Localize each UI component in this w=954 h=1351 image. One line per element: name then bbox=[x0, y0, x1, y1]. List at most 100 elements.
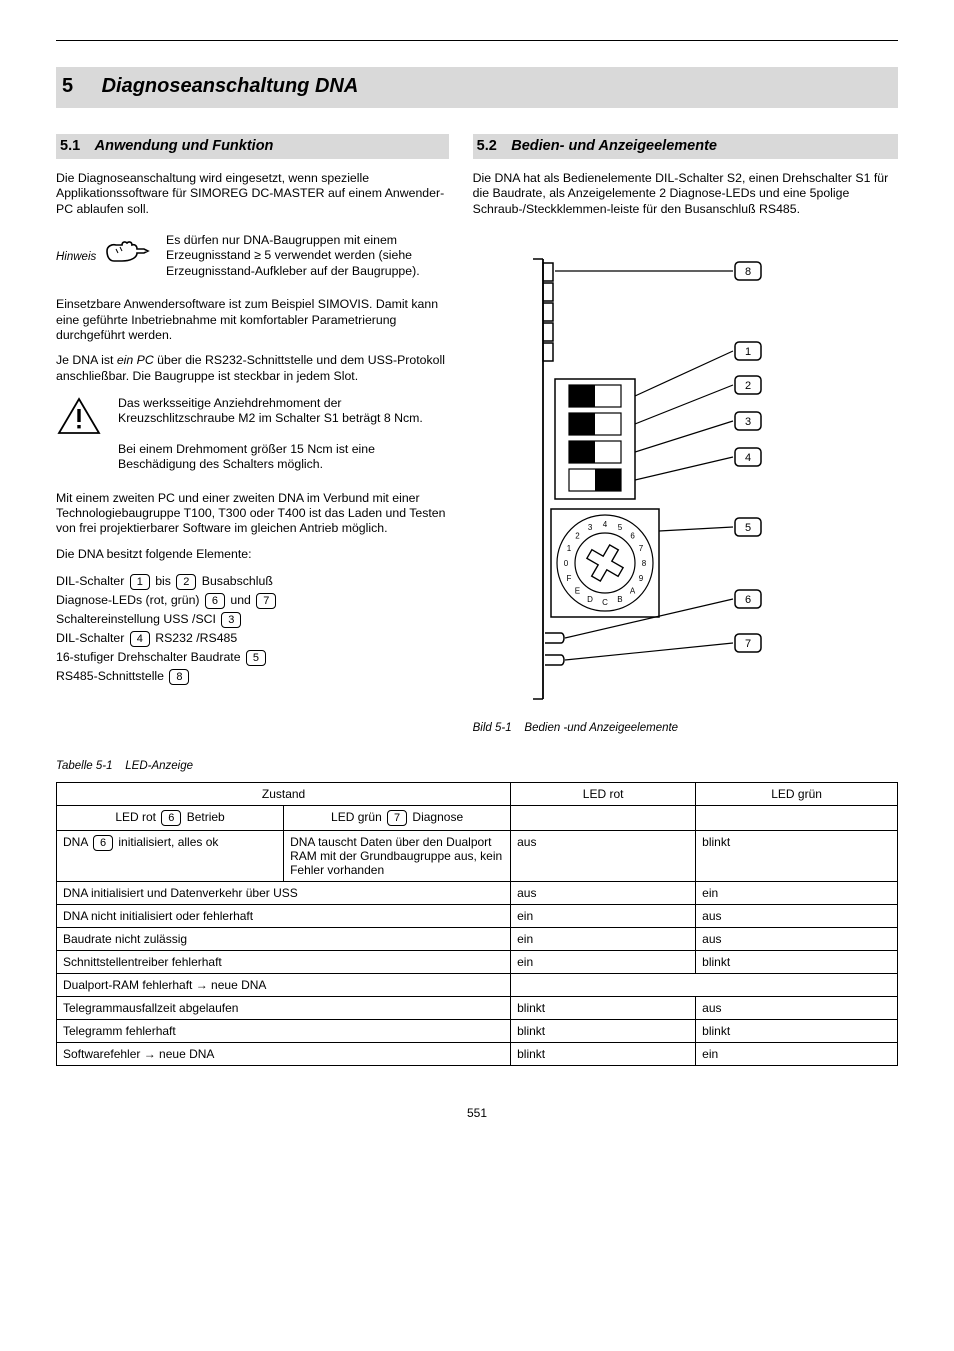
svg-text:8: 8 bbox=[745, 266, 751, 278]
paragraph-emph: ein PC bbox=[117, 353, 154, 367]
svg-text:3: 3 bbox=[587, 523, 592, 532]
table-header: LED grün bbox=[696, 783, 898, 806]
callout-box: 4 bbox=[130, 631, 150, 647]
table-cell: blinkt bbox=[696, 831, 898, 882]
table-cell: DNA 6 initialisiert, alles ok bbox=[57, 831, 284, 882]
features-intro: Die DNA besitzt folgende Elemente: bbox=[56, 547, 449, 562]
table-subheader-text: Betrieb bbox=[187, 810, 225, 824]
paragraph: Einsetzbare Anwendersoftware ist zum Bei… bbox=[56, 297, 449, 343]
table-cell: aus bbox=[696, 905, 898, 928]
feature-text: 16-stufiger Drehschalter Baudrate bbox=[56, 650, 244, 664]
table-cell: DNA initialisiert und Datenverkehr über … bbox=[57, 882, 511, 905]
paragraph: Je DNA ist ein PC über die RS232-Schnitt… bbox=[56, 353, 449, 384]
top-rule bbox=[56, 40, 898, 41]
left-column: 5.1 Anwendung und Funktion Die Diagnosea… bbox=[56, 134, 449, 734]
figure-cap-text: Bedien -und Anzeigeelemente bbox=[524, 722, 678, 734]
warning-body: Das werksseitige Anziehdrehmoment der Kr… bbox=[118, 396, 449, 473]
subsection-title: Bedien- und Anzeigeelemente bbox=[511, 138, 717, 154]
table-cap-label: Tabelle 5-1 bbox=[56, 760, 112, 772]
section-title: Diagnoseanschaltung DNA bbox=[102, 75, 359, 97]
table-header: Zustand bbox=[57, 783, 511, 806]
table-cell: ein bbox=[696, 1043, 898, 1066]
svg-text:3: 3 bbox=[745, 416, 751, 428]
table-row: Softwarefehler → neue DNAblinktein bbox=[57, 1043, 898, 1066]
table-row: DNA initialisiert und Datenverkehr über … bbox=[57, 882, 898, 905]
feature-text: DIL-Schalter bbox=[56, 574, 128, 588]
table-empty bbox=[696, 806, 898, 831]
table-cell: ein bbox=[696, 882, 898, 905]
feature-text: Busabschluß bbox=[202, 574, 273, 588]
table-row: DNA nicht initialisiert oder fehlerhafte… bbox=[57, 905, 898, 928]
table-row: Schnittstellentreiber fehlerhafteinblink… bbox=[57, 951, 898, 974]
table-cell: ein bbox=[511, 905, 696, 928]
warning-text: Das werksseitige Anziehdrehmoment der Kr… bbox=[118, 396, 423, 425]
page-number: 551 bbox=[56, 1106, 898, 1120]
feature-text: RS232 /RS485 bbox=[155, 631, 237, 645]
table-cell: Baudrate nicht zulässig bbox=[57, 928, 511, 951]
table-cell bbox=[511, 974, 898, 997]
table-row: Telegramm fehlerhaftblinktblinkt bbox=[57, 1020, 898, 1043]
table-cell: Telegrammausfallzeit abgelaufen bbox=[57, 997, 511, 1020]
callout-box: 6 bbox=[205, 593, 225, 609]
feature-text: und bbox=[230, 593, 254, 607]
dna-board-diagram: 0123456789ABCDEF 81234567 bbox=[473, 251, 893, 711]
table-cell: aus bbox=[696, 997, 898, 1020]
warning-block: Das werksseitige Anziehdrehmoment der Kr… bbox=[56, 396, 449, 473]
led-table: Zustand LED rot LED grün LED rot 6 Betri… bbox=[56, 782, 898, 1066]
table-subheader: LED grün 7 Diagnose bbox=[284, 806, 511, 831]
table-cell: aus bbox=[511, 882, 696, 905]
table-cell: blinkt bbox=[696, 951, 898, 974]
table-cell: aus bbox=[696, 928, 898, 951]
section-heading: 5 Diagnoseanschaltung DNA bbox=[56, 67, 898, 108]
callout-box: 5 bbox=[246, 650, 266, 666]
feature-text: Diagnose-LEDs (rot, grün) bbox=[56, 593, 203, 607]
table-cell: Telegramm fehlerhaft bbox=[57, 1020, 511, 1043]
svg-text:1: 1 bbox=[745, 346, 751, 358]
svg-text:4: 4 bbox=[602, 520, 607, 529]
feature-text: DIL-Schalter bbox=[56, 631, 128, 645]
svg-text:6: 6 bbox=[630, 532, 635, 541]
svg-text:D: D bbox=[587, 595, 593, 604]
figure-caption: Bild 5-1 Bedien -und Anzeigeelemente bbox=[473, 722, 898, 734]
table-subheader-text: LED rot bbox=[115, 810, 159, 824]
subsection-heading: 5.1 Anwendung und Funktion bbox=[56, 134, 449, 159]
callout-box: 7 bbox=[256, 593, 276, 609]
svg-text:2: 2 bbox=[575, 532, 580, 541]
note-label: Hinweis bbox=[56, 233, 88, 263]
feature-text: RS485-Schnittstelle bbox=[56, 669, 167, 683]
right-column: 5.2 Bedien- und Anzeigeelemente Die DNA … bbox=[473, 134, 898, 734]
figure: 0123456789ABCDEF 81234567 bbox=[473, 251, 898, 716]
feature-line: DIL-Schalter 1 bis 2 Busabschluß bbox=[56, 572, 449, 591]
table-subheader: LED rot 6 Betrieb bbox=[57, 806, 284, 831]
callout-box: 3 bbox=[221, 612, 241, 628]
svg-text:7: 7 bbox=[745, 638, 751, 650]
svg-text:C: C bbox=[602, 598, 608, 607]
warning-text: Bei einem Drehmoment größer 15 Ncm ist e… bbox=[118, 442, 375, 471]
table-cell: ein bbox=[511, 928, 696, 951]
table-subheader-text: Diagnose bbox=[412, 810, 463, 824]
svg-text:0: 0 bbox=[563, 559, 568, 568]
features-list: DIL-Schalter 1 bis 2 Busabschluß Diagnos… bbox=[56, 572, 449, 686]
table-cell: blinkt bbox=[511, 1043, 696, 1066]
paragraph-text: Je DNA ist bbox=[56, 353, 117, 367]
feature-text: bis bbox=[155, 574, 174, 588]
table-cell: blinkt bbox=[696, 1020, 898, 1043]
svg-text:8: 8 bbox=[641, 559, 646, 568]
svg-text:4: 4 bbox=[745, 452, 751, 464]
subsection-number: 5.1 bbox=[60, 138, 80, 154]
subsection-number: 5.2 bbox=[477, 138, 497, 154]
subsection-heading: 5.2 Bedien- und Anzeigeelemente bbox=[473, 134, 898, 159]
table-cell: Dualport-RAM fehlerhaft → neue DNA bbox=[57, 974, 511, 997]
table-caption: Tabelle 5-1 LED-Anzeige bbox=[56, 760, 898, 772]
table-cell: blinkt bbox=[511, 997, 696, 1020]
table-cell: ein bbox=[511, 951, 696, 974]
svg-text:2: 2 bbox=[745, 380, 751, 392]
section-number: 5 bbox=[62, 75, 73, 97]
svg-text:5: 5 bbox=[617, 523, 622, 532]
table-row: LED rot 6 Betrieb LED grün 7 Diagnose bbox=[57, 806, 898, 831]
table-header: LED rot bbox=[511, 783, 696, 806]
svg-text:5: 5 bbox=[745, 522, 751, 534]
table-cell: Softwarefehler → neue DNA bbox=[57, 1043, 511, 1066]
table-cell: Schnittstellentreiber fehlerhaft bbox=[57, 951, 511, 974]
svg-text:E: E bbox=[574, 587, 579, 596]
